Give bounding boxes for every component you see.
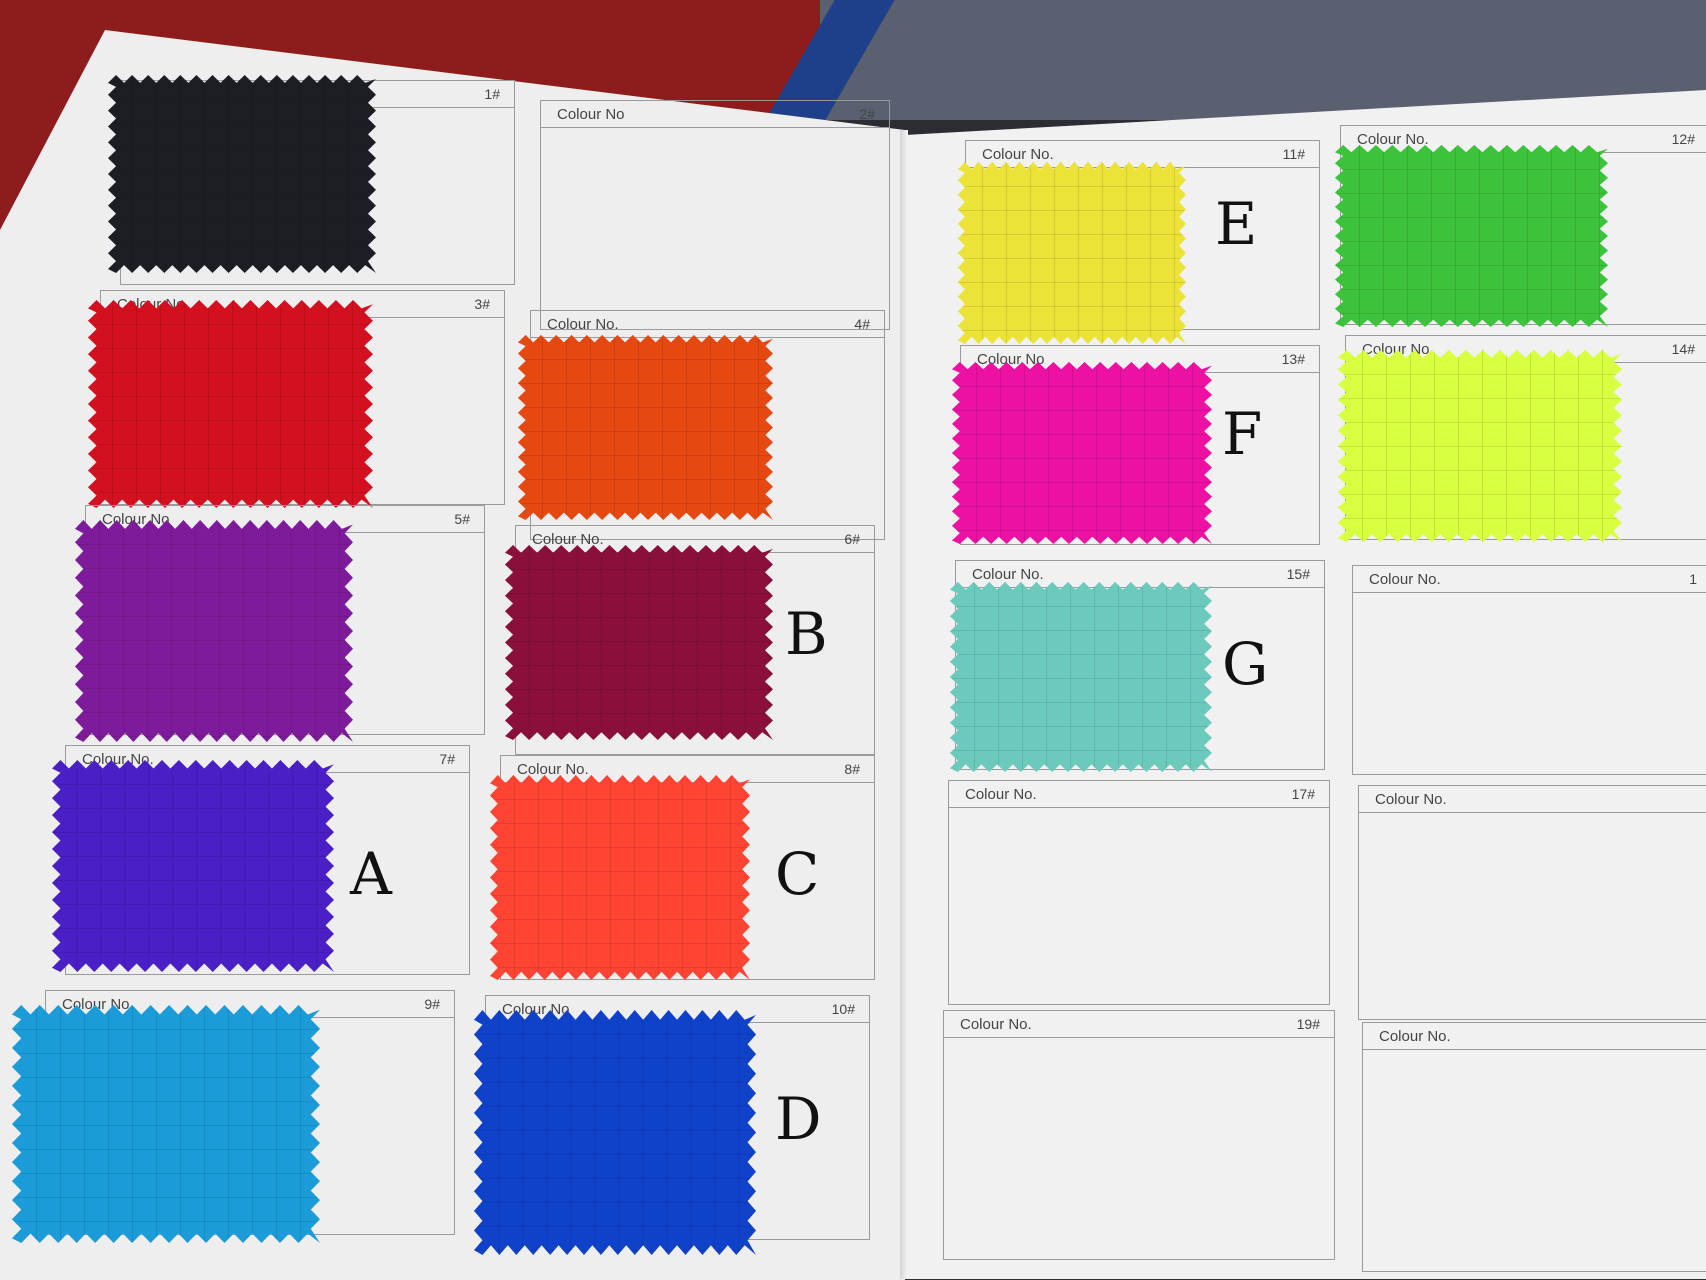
colour-number: 7#: [439, 751, 455, 767]
cell-header: [1363, 1023, 1706, 1050]
swatch-cell: Colour No. 19#: [943, 1010, 1335, 1260]
colour-no-label: Colour No.: [982, 146, 1054, 163]
colour-number: 3#: [474, 296, 490, 312]
cell-header: [944, 1011, 1334, 1038]
fabric-swatch: [12, 1005, 320, 1243]
colour-no-label: Colour No.: [965, 786, 1037, 803]
colour-number: 11#: [1282, 146, 1305, 162]
handwritten-letter: C: [775, 840, 820, 908]
colour-number: 12#: [1671, 131, 1695, 147]
colour-number: 9#: [424, 996, 440, 1012]
colour-number: 8#: [844, 761, 860, 777]
colour-no-label: Colour No.: [1357, 131, 1429, 148]
colour-no-label: Colour No.: [960, 1016, 1032, 1033]
colour-no-label: Colour No.: [1375, 791, 1447, 808]
handwritten-letter: E: [1215, 190, 1258, 258]
fabric-swatch: [950, 582, 1212, 772]
fabric-swatch: [958, 162, 1186, 344]
colour-number: 1#: [484, 86, 500, 102]
colour-no-label: Colour No: [977, 351, 1045, 368]
cell-header: [956, 561, 1324, 588]
colour-number: 2#: [859, 106, 875, 122]
colour-no-label: Colour No: [557, 106, 625, 123]
colour-no-label: Colour No.: [547, 316, 619, 333]
cell-header: [949, 781, 1329, 808]
colour-no-label: Colour No.: [1379, 1028, 1451, 1045]
colour-number: 1: [1689, 571, 1697, 587]
cell-header: [1359, 786, 1706, 813]
handwritten-letter: F: [1222, 400, 1263, 468]
swatch-cell: Colour No.: [1358, 785, 1706, 1020]
colour-no-label: Colour No.: [972, 566, 1044, 583]
colour-number: 6#: [844, 531, 860, 547]
handwritten-letter: B: [785, 600, 828, 668]
fabric-swatch: [952, 362, 1212, 544]
swatch-cell: Colour No. 1: [1352, 565, 1706, 775]
handwritten-letter: D: [775, 1085, 822, 1153]
fabric-swatch: [490, 775, 750, 980]
book-spine: [900, 130, 908, 1279]
fabric-swatch: [474, 1010, 756, 1255]
fabric-swatch: [518, 335, 773, 520]
colour-number: 19#: [1296, 1016, 1320, 1032]
colour-no-label: Colour No.: [1369, 571, 1441, 588]
fabric-swatch: [1338, 350, 1622, 542]
fabric-swatch: [52, 760, 334, 972]
swatch-cell: Colour No 2#: [540, 100, 890, 330]
fabric-swatch: [108, 75, 376, 273]
handwritten-letter: A: [350, 840, 392, 908]
fabric-swatch: [88, 300, 373, 508]
colour-number: 15#: [1286, 566, 1310, 582]
colour-number: 14#: [1671, 341, 1695, 357]
colour-number: 17#: [1291, 786, 1315, 802]
fabric-swatch: [75, 520, 353, 742]
swatch-cell: Colour No. 15#: [955, 560, 1325, 770]
cell-header: [541, 101, 889, 128]
colour-no-label: Colour No.: [82, 751, 154, 768]
colour-number: 5#: [454, 511, 470, 527]
fabric-swatch: [505, 545, 773, 740]
handwritten-letter: G: [1222, 630, 1269, 698]
fabric-swatch: [1335, 145, 1608, 327]
colour-number: 13#: [1281, 351, 1305, 367]
colour-no-label: Colour No.: [532, 531, 604, 548]
colour-no-label: Colour No.: [517, 761, 589, 778]
swatch-cell: Colour No. 17#: [948, 780, 1330, 1005]
colour-number: 10#: [831, 1001, 855, 1017]
colour-number: 4#: [854, 316, 870, 332]
cell-header: [1353, 566, 1706, 593]
swatch-cell: Colour No.: [1362, 1022, 1706, 1272]
